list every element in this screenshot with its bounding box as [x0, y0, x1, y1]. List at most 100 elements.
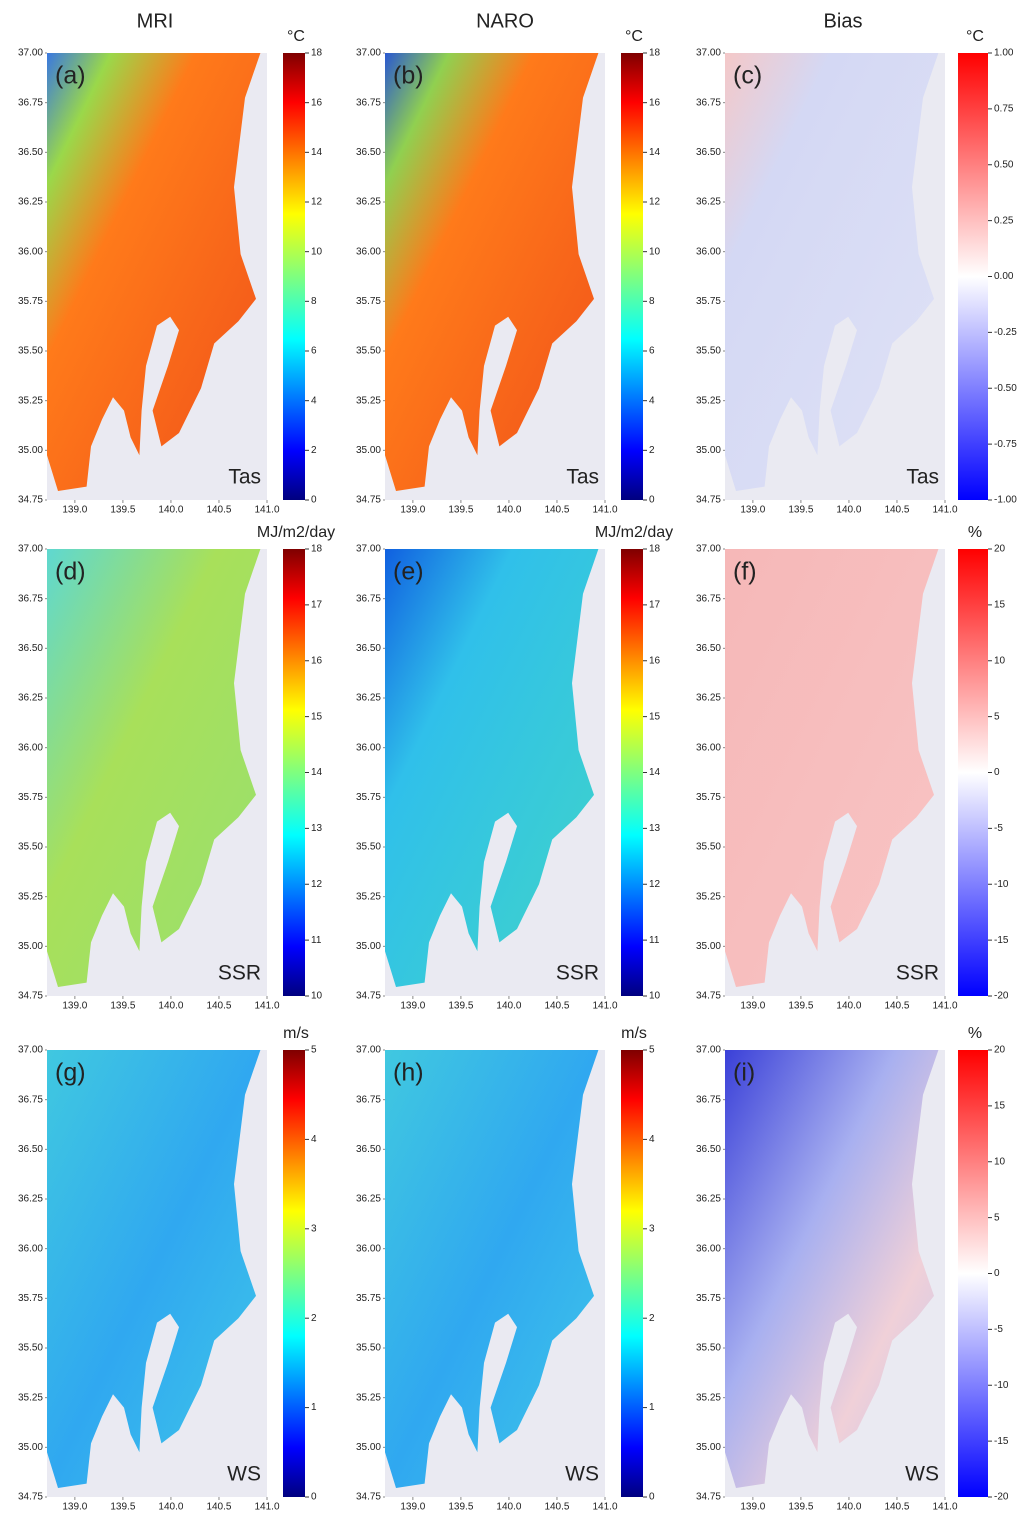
- panel-label: (i): [733, 1059, 755, 1087]
- y-tick-label: 37.00: [356, 48, 381, 59]
- colorbar-tick-label: 16: [311, 97, 323, 108]
- y-tick-label: 36.75: [356, 1094, 381, 1105]
- y-tick-label: 36.00: [696, 1243, 721, 1254]
- y-tick-label: 36.25: [18, 1194, 43, 1205]
- y-tick-label: 36.75: [356, 97, 381, 108]
- y-tick-label: 34.75: [696, 495, 721, 506]
- y-tick-label: 35.00: [18, 1442, 43, 1453]
- colorbar-tick-label: 18: [311, 48, 323, 59]
- x-tick-label: 139.5: [448, 1001, 473, 1012]
- y-tick-label: 36.25: [356, 1194, 381, 1205]
- y-tick-label: 35.75: [696, 792, 721, 803]
- y-tick-label: 36.00: [18, 246, 43, 257]
- y-tick-label: 35.00: [356, 1442, 381, 1453]
- y-tick-label: 36.00: [696, 246, 721, 257]
- y-tick-label: 37.00: [18, 48, 43, 59]
- colorbar-tick-label: 15: [994, 600, 1006, 611]
- land-field: [725, 1050, 939, 1489]
- colorbar-tick-label: 8: [649, 296, 655, 307]
- y-tick-label: 36.25: [356, 197, 381, 208]
- y-tick-label: 36.75: [696, 97, 721, 108]
- x-tick-label: 140.5: [884, 1502, 909, 1513]
- land-field: [47, 53, 261, 492]
- x-tick-label: 140.0: [158, 1502, 183, 1513]
- variable-label: Tas: [906, 466, 939, 489]
- x-tick-label: 140.0: [836, 505, 861, 516]
- colorbar-tick-label: 12: [311, 197, 323, 208]
- y-tick-label: 35.75: [356, 1293, 381, 1304]
- colorbar-tick-label: 6: [311, 346, 317, 357]
- x-tick-label: 140.0: [836, 1001, 861, 1012]
- y-tick-label: 35.25: [356, 1392, 381, 1403]
- x-tick-label: 139.0: [400, 505, 425, 516]
- colorbar-tick-label: -10: [994, 879, 1009, 890]
- y-tick-label: 35.25: [356, 395, 381, 406]
- y-tick-label: 36.75: [18, 593, 43, 604]
- y-tick-label: 36.00: [356, 1243, 381, 1254]
- colorbar-tick-label: 1: [649, 1402, 655, 1413]
- colorbar-tick-label: 10: [649, 246, 661, 257]
- y-tick-label: 34.75: [356, 991, 381, 1002]
- y-tick-label: 35.75: [696, 1293, 721, 1304]
- variable-label: SSR: [218, 962, 261, 985]
- colorbar-tick-label: 11: [311, 935, 322, 946]
- y-tick-label: 36.50: [18, 147, 43, 158]
- x-tick-label: 139.0: [400, 1502, 425, 1513]
- x-tick-label: 141.0: [932, 1502, 957, 1513]
- colorbar: [958, 53, 988, 500]
- land-field: [385, 549, 599, 988]
- colorbar: [283, 1050, 305, 1497]
- x-tick-label: 139.0: [740, 1502, 765, 1513]
- colorbar-tick-label: 0: [994, 1268, 1000, 1279]
- x-tick-label: 141.0: [592, 505, 617, 516]
- colorbar-tick-label: 17: [649, 600, 661, 611]
- x-tick-label: 140.0: [158, 505, 183, 516]
- x-tick-label: 139.5: [788, 505, 813, 516]
- y-tick-label: 36.00: [18, 1243, 43, 1254]
- colorbar-tick-label: 3: [311, 1223, 317, 1234]
- y-tick-label: 35.50: [696, 346, 721, 357]
- y-tick-label: 35.50: [356, 346, 381, 357]
- colorbar-tick-label: 13: [649, 823, 661, 834]
- colorbar-tick-label: 10: [994, 1156, 1006, 1167]
- y-tick-label: 35.00: [18, 941, 43, 952]
- colorbar: [283, 53, 305, 500]
- colorbar-tick-label: 4: [649, 395, 655, 406]
- x-tick-label: 139.5: [110, 505, 135, 516]
- colorbar-tick-label: 14: [649, 147, 661, 158]
- column-title: Bias: [824, 10, 863, 32]
- colorbar-tick-label: 3: [649, 1223, 655, 1234]
- y-tick-label: 36.25: [696, 1194, 721, 1205]
- y-tick-label: 34.75: [18, 495, 43, 506]
- y-tick-label: 37.00: [18, 544, 43, 555]
- colorbar-tick-label: -5: [994, 1324, 1003, 1335]
- colorbar-unit: °C: [287, 28, 305, 45]
- colorbar-unit: m/s: [621, 1025, 647, 1042]
- colorbar-tick-label: 16: [649, 655, 661, 666]
- colorbar-unit: °C: [625, 28, 643, 45]
- colorbar-tick-label: 2: [311, 1313, 317, 1324]
- y-tick-label: 35.50: [696, 1343, 721, 1354]
- y-tick-label: 35.25: [18, 891, 43, 902]
- colorbar: [621, 53, 643, 500]
- y-tick-label: 35.00: [696, 941, 721, 952]
- x-tick-label: 139.0: [62, 1001, 87, 1012]
- colorbar-tick-label: 1: [311, 1402, 317, 1413]
- x-tick-label: 141.0: [932, 505, 957, 516]
- y-tick-label: 36.00: [18, 742, 43, 753]
- y-tick-label: 37.00: [356, 544, 381, 555]
- y-tick-label: 35.50: [356, 1343, 381, 1354]
- colorbar-tick-label: 16: [311, 655, 323, 666]
- x-tick-label: 140.5: [206, 1502, 231, 1513]
- colorbar-tick-label: 4: [311, 395, 317, 406]
- colorbar-tick-label: 0: [311, 1492, 317, 1503]
- colorbar-unit: %: [968, 524, 982, 541]
- colorbar-tick-label: 10: [311, 991, 323, 1002]
- colorbar-tick-label: 18: [649, 48, 661, 59]
- x-tick-label: 140.0: [496, 1001, 521, 1012]
- y-tick-label: 35.25: [696, 395, 721, 406]
- y-tick-label: 36.50: [696, 643, 721, 654]
- panel-label: (e): [393, 558, 424, 586]
- y-tick-label: 37.00: [18, 1045, 43, 1056]
